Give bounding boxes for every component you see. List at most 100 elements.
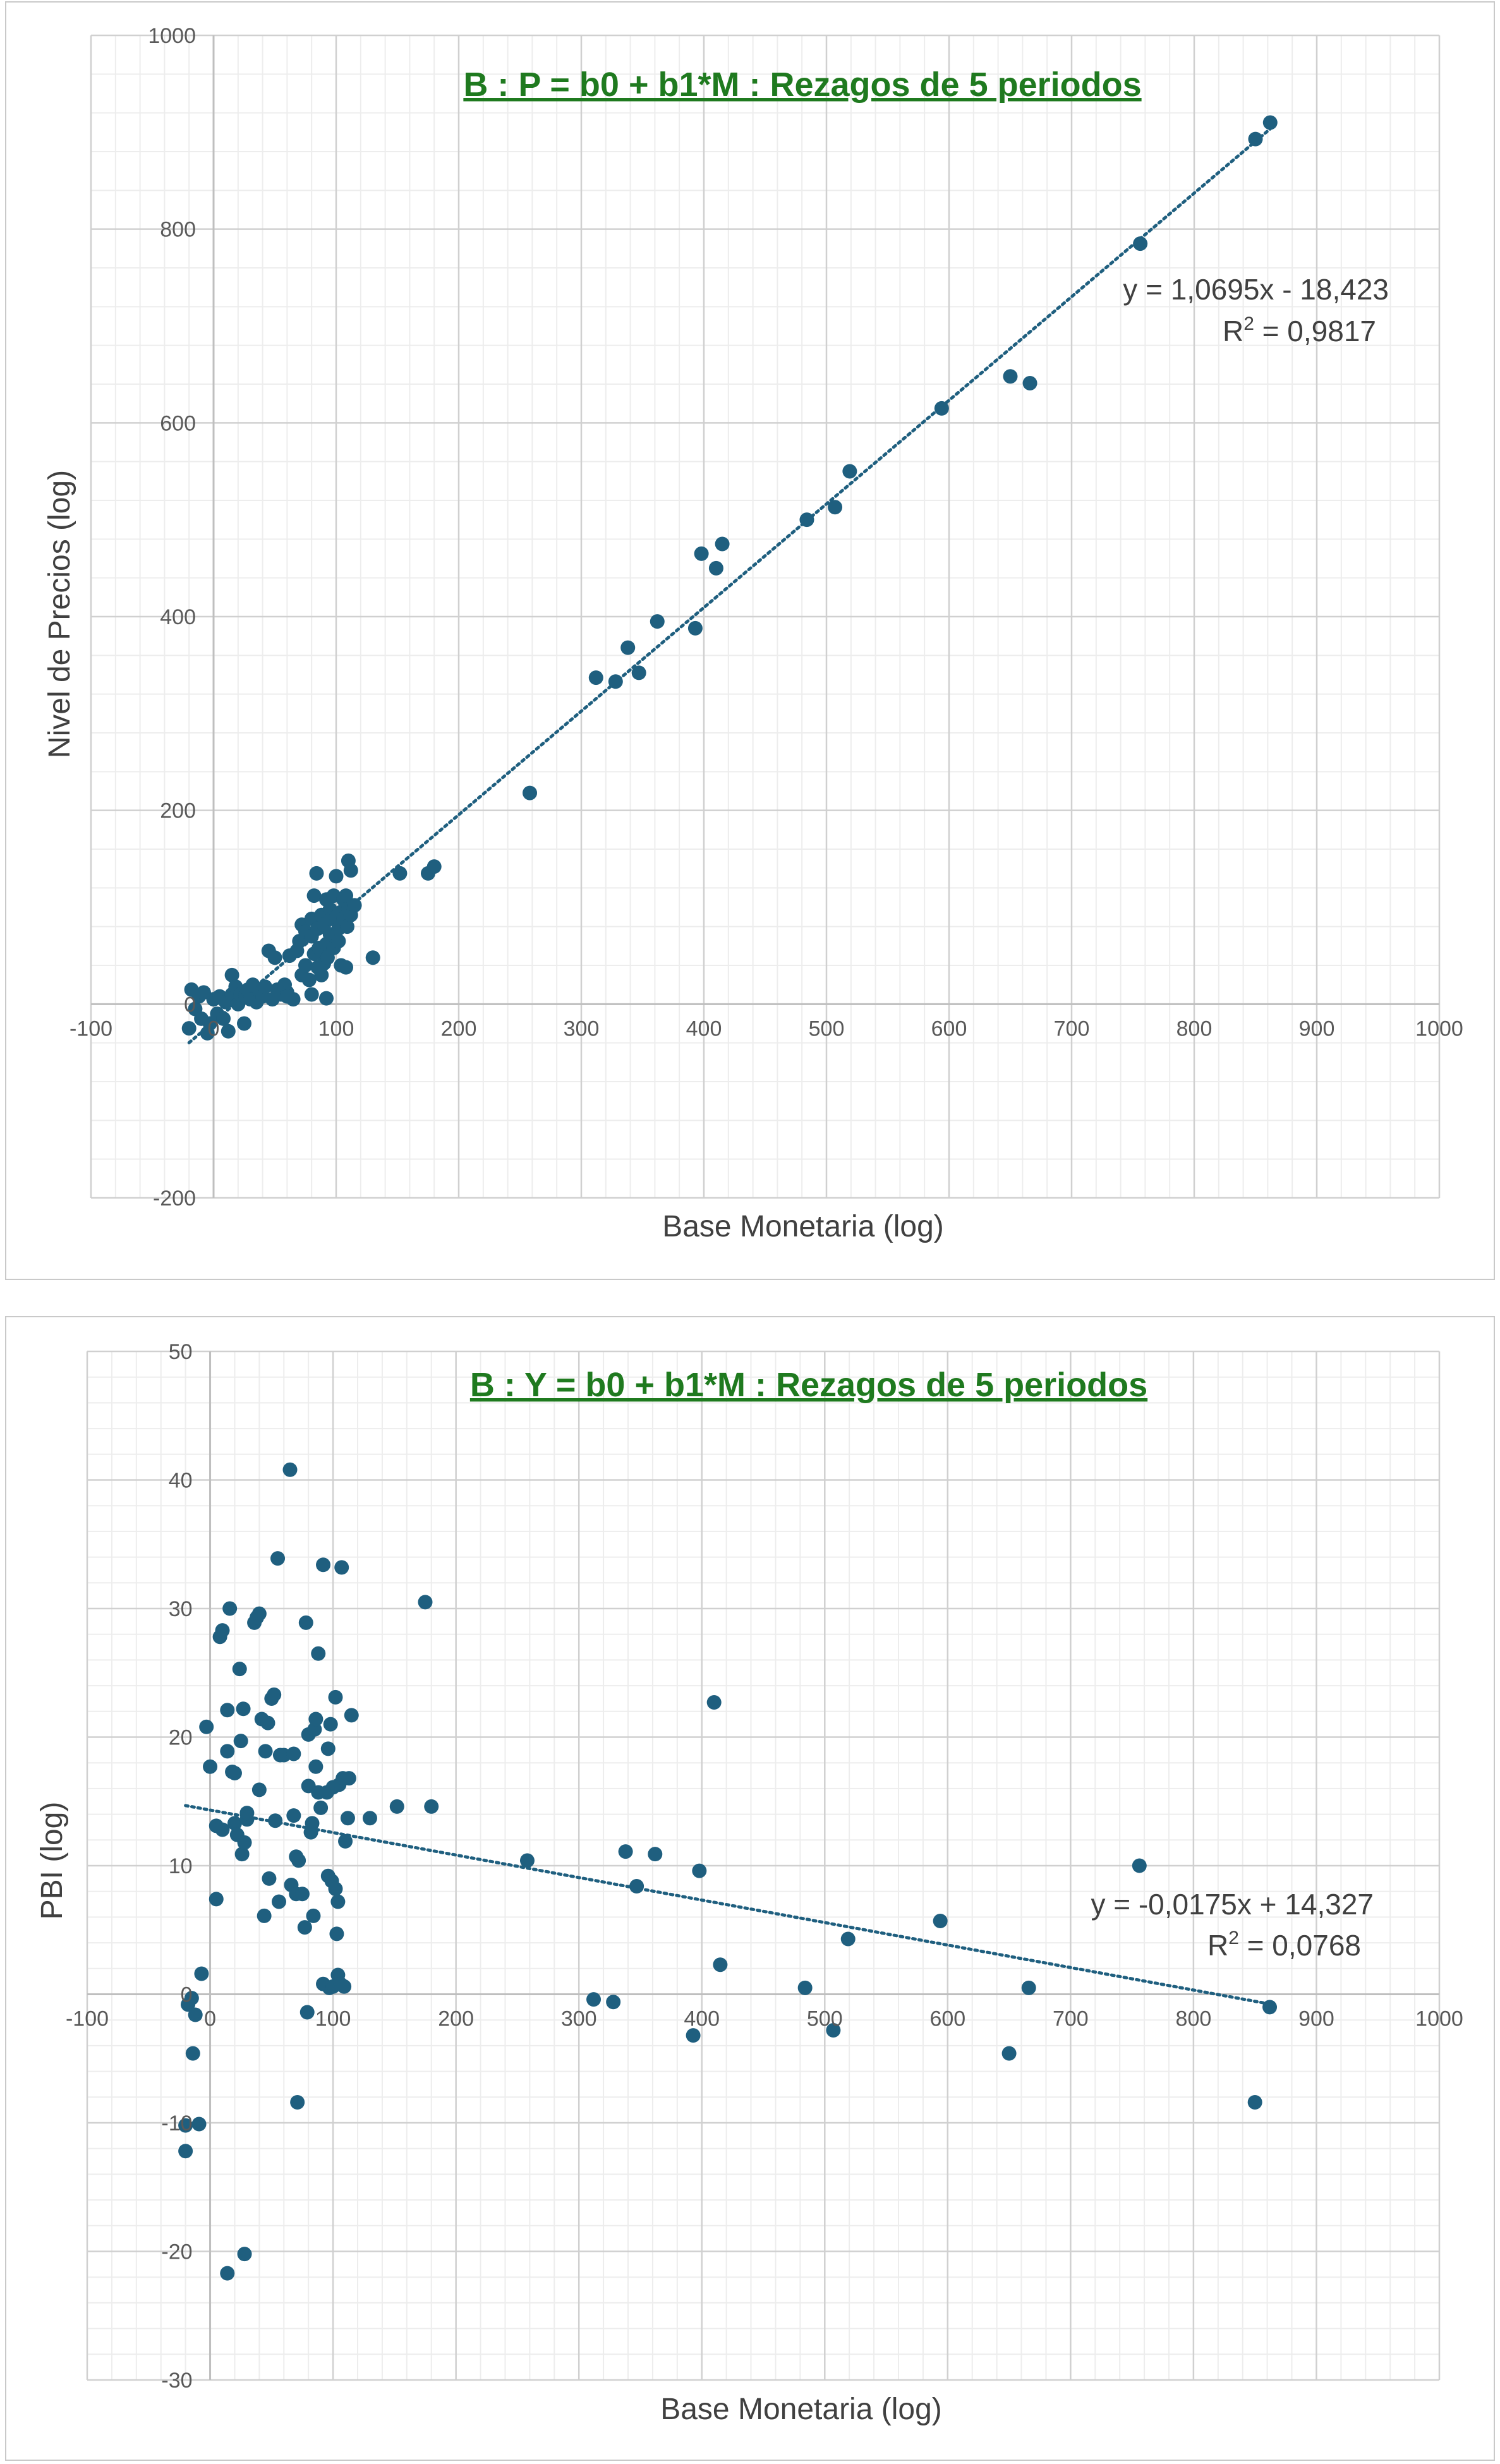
data-point	[224, 967, 239, 982]
r-squared-label: R2 = 0,9817	[1223, 313, 1376, 347]
data-point	[178, 2118, 193, 2133]
data-point	[185, 2046, 200, 2061]
data-point	[687, 620, 703, 636]
data-point	[686, 2028, 701, 2043]
x-tick-label: 900	[1299, 1017, 1335, 1041]
data-point	[297, 1920, 312, 1935]
data-point	[715, 536, 730, 552]
data-point	[320, 1741, 336, 1756]
chart-panel-precios: -100 0 100 200 300 400 500 600 700 800 900 1000 -200…	[5, 1, 1495, 1280]
data-point	[331, 934, 346, 949]
data-point	[1001, 2046, 1017, 2061]
x-tick-label: 400	[684, 2007, 720, 2031]
data-point	[290, 2094, 305, 2110]
data-point	[227, 1816, 242, 1831]
data-point	[586, 1992, 602, 2007]
data-point	[308, 1759, 324, 1774]
data-point	[209, 1892, 224, 1907]
data-point	[650, 614, 665, 629]
x-tick-label: 1000	[1415, 2007, 1463, 2031]
data-point	[232, 1662, 247, 1677]
data-point	[329, 869, 344, 884]
x-tick-label: 500	[809, 1017, 845, 1041]
y-tick-label: 800	[160, 218, 196, 242]
data-point	[220, 1703, 235, 1718]
data-point	[694, 546, 709, 561]
data-point	[215, 1822, 230, 1837]
data-point	[338, 1833, 353, 1849]
chart-precios-vs-base: -100 0 100 200 300 400 500 600 700 800 900 1000 -200…	[43, 24, 1463, 1243]
data-point	[314, 967, 329, 982]
x-tick-label: 800	[1176, 2007, 1212, 2031]
data-point	[1262, 115, 1278, 130]
data-point	[629, 1879, 644, 1894]
data-point	[606, 1995, 621, 2010]
data-point	[1003, 369, 1018, 384]
data-point	[282, 1462, 298, 1477]
y-tick-label: -20	[161, 2240, 192, 2264]
data-point	[305, 1816, 320, 1831]
data-point	[713, 1957, 728, 1972]
data-point	[306, 1908, 321, 1923]
data-point	[216, 1011, 231, 1026]
data-point	[267, 950, 282, 965]
data-point	[262, 1871, 277, 1886]
data-point	[842, 464, 857, 479]
data-point	[392, 866, 408, 881]
data-point	[188, 2007, 203, 2022]
data-point	[221, 1024, 236, 1039]
data-point	[271, 1894, 286, 1909]
data-point	[588, 670, 603, 685]
data-point	[343, 863, 358, 878]
data-point	[234, 1847, 250, 1862]
data-point	[313, 1800, 329, 1815]
data-point	[631, 665, 646, 680]
data-point	[311, 1646, 326, 1661]
x-tick-label: -100	[70, 1017, 112, 1041]
data-point	[308, 1712, 324, 1727]
data-point	[220, 2266, 235, 2281]
x-tick-label: 600	[929, 2007, 965, 2031]
data-point	[323, 1717, 338, 1732]
data-point	[618, 1844, 633, 1859]
data-point	[339, 888, 354, 903]
data-point	[220, 1744, 235, 1759]
data-point	[389, 1799, 404, 1814]
data-point	[233, 1734, 248, 1749]
data-point	[237, 1016, 251, 1031]
data-point	[519, 1853, 535, 1868]
x-tick-label: 0	[208, 1017, 220, 1041]
data-point	[1262, 2000, 1278, 2015]
chart-title: B : Y = b0 + b1*M : Rezagos de 5 periodo…	[470, 1366, 1147, 1404]
data-point	[227, 1765, 242, 1780]
data-point	[424, 1799, 439, 1814]
data-point	[286, 1808, 301, 1823]
data-point	[301, 972, 317, 987]
data-point	[239, 1806, 255, 1821]
y-tick-label: 200	[160, 799, 196, 823]
data-point	[251, 1606, 267, 1621]
chart-panel-pbi: -100 0 100 200 300 400 500 600 700 800 900 1000 -30-…	[5, 1316, 1495, 2461]
data-point	[328, 1689, 343, 1705]
data-point	[299, 2005, 315, 2020]
data-point	[339, 919, 354, 934]
data-point	[237, 2247, 252, 2262]
x-tick-label: -100	[66, 2007, 109, 2031]
data-point	[286, 1746, 301, 1761]
trendline-equation: y = -0,0175x + 14,327	[1091, 1888, 1374, 1921]
data-point	[1248, 131, 1263, 147]
data-point	[306, 888, 322, 903]
chart-title: B : P = b0 + b1*M : Rezagos de 5 periodo…	[463, 66, 1141, 104]
data-point	[328, 1881, 343, 1897]
y-tick-label: 40	[169, 1469, 193, 1493]
data-point	[329, 1926, 344, 1942]
data-point	[298, 1615, 313, 1630]
x-tick-label: 400	[686, 1017, 722, 1041]
data-point	[339, 960, 354, 975]
data-point	[316, 1557, 331, 1573]
data-point	[799, 512, 814, 528]
data-point	[344, 1708, 359, 1723]
data-point	[1133, 236, 1148, 251]
data-point	[933, 1914, 948, 1929]
x-tick-label: 500	[807, 2007, 843, 2031]
